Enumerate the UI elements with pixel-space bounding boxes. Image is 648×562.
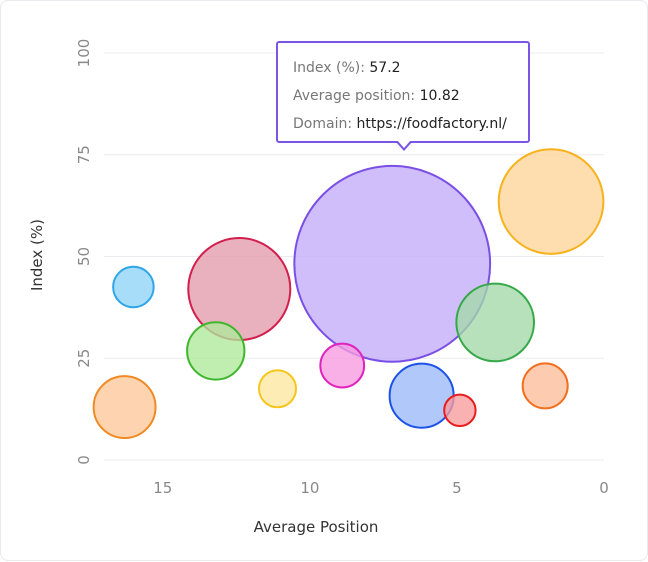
x-tick-5: 5 <box>452 479 462 497</box>
bubble-6 <box>186 321 246 381</box>
tooltip-position-label: Average position: <box>293 88 416 104</box>
bubble-10 <box>443 393 477 428</box>
bubble-8 <box>258 369 298 409</box>
x-tick-15: 15 <box>153 479 172 497</box>
tooltip-domain-value: https://foodfactory.nl/ <box>356 116 507 132</box>
tooltip-domain-label: Domain: <box>293 116 353 132</box>
x-axis-title: Average Position <box>254 518 379 536</box>
tooltip-index-value: 57.2 <box>369 60 401 76</box>
y-tick-75: 75 <box>75 145 93 164</box>
bubbles <box>92 148 605 440</box>
bubble-3 <box>293 164 492 363</box>
bubble-9 <box>388 362 455 429</box>
y-tick-100: 100 <box>75 39 93 68</box>
bubble-11 <box>521 362 569 410</box>
tooltip-index-row: Index (%): 57.2 <box>293 54 528 82</box>
y-tick-50: 50 <box>75 247 93 266</box>
x-tick-0: 0 <box>599 479 609 497</box>
y-tick-0: 0 <box>75 455 93 465</box>
x-tick-labels: 15 10 5 0 <box>153 479 608 497</box>
bubble-5 <box>455 282 535 363</box>
bubble-1 <box>112 265 155 309</box>
tooltip-position-row: Average position: 10.82 <box>293 82 528 110</box>
y-tick-labels: 0 25 50 75 100 <box>75 39 93 465</box>
bubble-4 <box>497 148 605 255</box>
bubble-tooltip: Index (%): 57.2 Average position: 10.82 … <box>276 41 530 143</box>
tooltip-pointer-fill <box>397 140 411 148</box>
tooltip-index-label: Index (%): <box>293 60 365 76</box>
tooltip-domain-row: Domain: https://foodfactory.nl/ <box>293 110 528 138</box>
bubble-12 <box>92 375 157 440</box>
tooltip-position-value: 10.82 <box>419 88 460 104</box>
x-tick-10: 10 <box>300 479 319 497</box>
bubble-7 <box>319 342 366 389</box>
y-tick-25: 25 <box>75 349 93 368</box>
y-axis-title: Index (%) <box>28 219 46 291</box>
